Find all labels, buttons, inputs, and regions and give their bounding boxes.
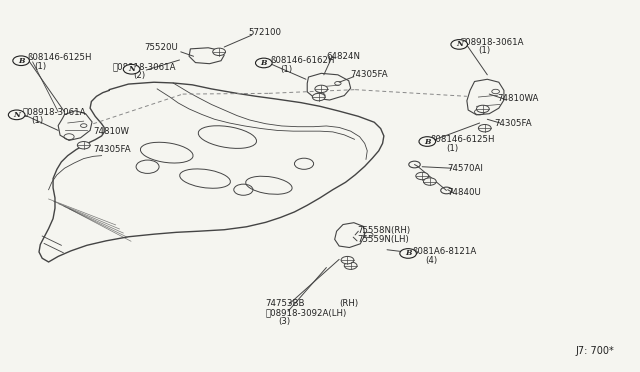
Text: B: B bbox=[424, 138, 431, 145]
Text: ⓝ08918-3061A: ⓝ08918-3061A bbox=[113, 62, 176, 71]
Text: N: N bbox=[13, 111, 20, 119]
Text: N: N bbox=[456, 41, 463, 48]
Circle shape bbox=[8, 110, 25, 120]
Text: (4): (4) bbox=[426, 256, 438, 265]
Circle shape bbox=[341, 256, 354, 264]
Circle shape bbox=[416, 172, 429, 180]
Text: 75520U: 75520U bbox=[145, 42, 179, 51]
Text: 74753BB: 74753BB bbox=[266, 299, 305, 308]
Text: 74570AI: 74570AI bbox=[448, 164, 484, 173]
Text: 74810WA: 74810WA bbox=[497, 94, 539, 103]
Text: (3): (3) bbox=[278, 317, 291, 326]
Circle shape bbox=[400, 248, 417, 258]
Text: (1): (1) bbox=[35, 62, 47, 71]
Text: (1): (1) bbox=[280, 65, 292, 74]
Circle shape bbox=[255, 58, 272, 68]
Circle shape bbox=[77, 141, 90, 149]
Text: ß08146-6162H: ß08146-6162H bbox=[270, 56, 335, 65]
Text: 74305FA: 74305FA bbox=[351, 70, 388, 79]
Circle shape bbox=[13, 56, 29, 65]
Text: 74305FA: 74305FA bbox=[494, 119, 532, 128]
Text: B: B bbox=[405, 250, 412, 257]
Text: N: N bbox=[128, 65, 135, 73]
Circle shape bbox=[441, 187, 452, 194]
Text: B: B bbox=[18, 57, 24, 65]
Text: (1): (1) bbox=[31, 116, 44, 125]
Circle shape bbox=[312, 93, 325, 101]
Text: ⓝ08918-3061A: ⓝ08918-3061A bbox=[461, 38, 524, 47]
Circle shape bbox=[315, 85, 328, 93]
Text: ⓝ08918-3061A: ⓝ08918-3061A bbox=[23, 108, 86, 116]
Circle shape bbox=[476, 105, 489, 113]
Text: 64824N: 64824N bbox=[326, 52, 360, 61]
Text: (1): (1) bbox=[478, 46, 490, 55]
Text: 74305FA: 74305FA bbox=[93, 145, 131, 154]
Text: ß08146-6125H: ß08146-6125H bbox=[430, 135, 494, 144]
Circle shape bbox=[419, 137, 436, 146]
Text: ß081A6-8121A: ß081A6-8121A bbox=[413, 247, 477, 256]
Text: 572100: 572100 bbox=[248, 28, 282, 38]
Text: (2): (2) bbox=[134, 71, 146, 80]
Text: 74840U: 74840U bbox=[448, 188, 481, 197]
Circle shape bbox=[344, 262, 357, 269]
Text: 74810W: 74810W bbox=[93, 127, 129, 137]
Text: J7: 700*: J7: 700* bbox=[575, 346, 614, 356]
Circle shape bbox=[451, 39, 467, 49]
Circle shape bbox=[409, 161, 420, 168]
Text: ⓝ08918-3092A(LH): ⓝ08918-3092A(LH) bbox=[266, 308, 347, 317]
Circle shape bbox=[478, 125, 491, 132]
Text: 75559N(LH): 75559N(LH) bbox=[357, 235, 409, 244]
Circle shape bbox=[124, 64, 140, 74]
Text: ß08146-6125H: ß08146-6125H bbox=[28, 53, 92, 62]
Circle shape bbox=[424, 178, 436, 185]
Text: 75558N(RH): 75558N(RH) bbox=[357, 226, 410, 235]
Text: (RH): (RH) bbox=[339, 299, 358, 308]
Circle shape bbox=[212, 48, 225, 55]
Text: B: B bbox=[260, 59, 267, 67]
Text: (1): (1) bbox=[447, 144, 459, 153]
